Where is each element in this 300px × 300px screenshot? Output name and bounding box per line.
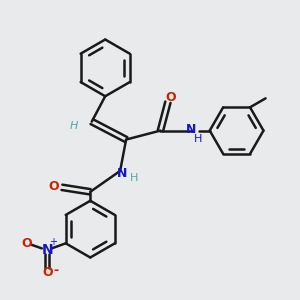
Text: H: H (194, 134, 202, 144)
Text: H: H (70, 121, 78, 130)
Text: H: H (129, 173, 138, 183)
Text: O: O (42, 266, 52, 279)
Text: -: - (53, 264, 58, 277)
Text: +: + (49, 236, 57, 247)
Text: O: O (49, 180, 59, 193)
Text: N: N (116, 167, 127, 180)
Text: O: O (166, 91, 176, 104)
Text: N: N (186, 123, 196, 136)
Text: N: N (41, 243, 53, 257)
Text: O: O (21, 237, 32, 250)
